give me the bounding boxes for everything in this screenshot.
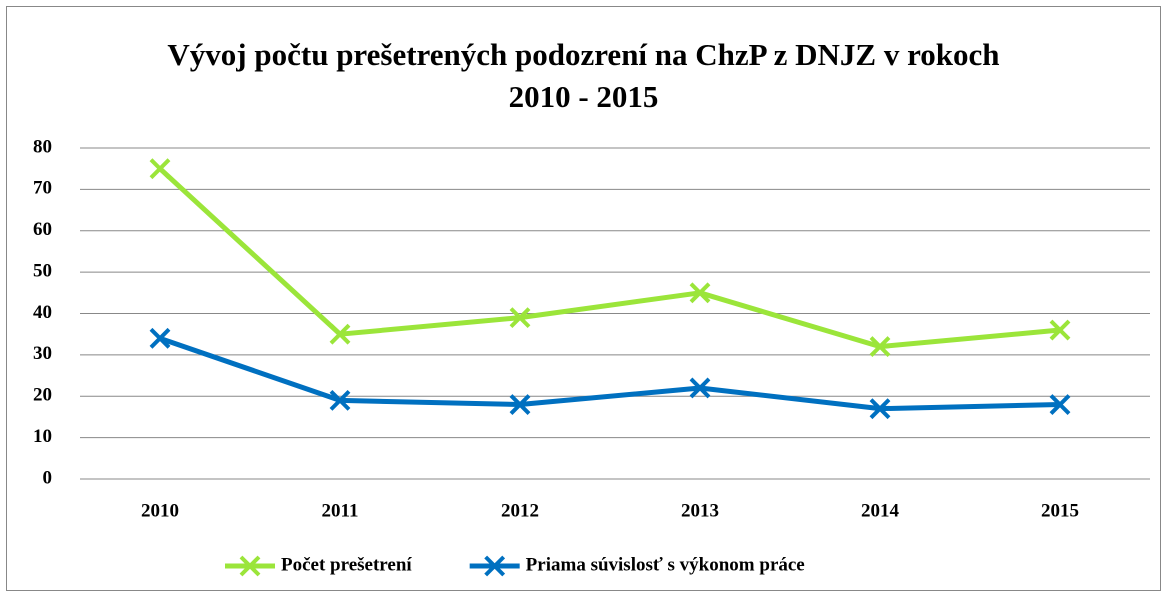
y-tick-label: 80	[33, 136, 52, 157]
y-tick-label: 70	[33, 178, 52, 199]
point-marker	[1049, 319, 1071, 341]
point-marker	[689, 282, 711, 304]
x-tick-label: 2014	[861, 500, 900, 521]
chart-border	[6, 6, 1161, 591]
x-tick-label: 2010	[141, 500, 179, 521]
legend-label: Počet prešetrení	[281, 554, 412, 575]
y-tick-label: 60	[33, 219, 52, 240]
point-marker	[689, 377, 711, 399]
y-tick-label: 30	[33, 343, 52, 364]
legend-marker	[239, 555, 261, 577]
y-tick-label: 0	[43, 467, 53, 488]
y-tick-label: 10	[33, 426, 52, 447]
y-tick-label: 40	[33, 302, 52, 323]
point-marker	[149, 158, 171, 180]
legend-label: Priama súvislosť s výkonom práce	[526, 554, 805, 575]
x-tick-label: 2011	[322, 500, 359, 521]
y-tick-label: 50	[33, 260, 52, 281]
y-tick-label: 20	[33, 385, 52, 406]
x-tick-label: 2015	[1041, 500, 1079, 521]
title-box: Vývoj počtu prešetrených podozrení na Ch…	[0, 34, 1167, 118]
point-marker	[509, 307, 531, 329]
series-line	[158, 166, 1061, 350]
point-marker	[149, 327, 171, 349]
point-marker	[329, 323, 351, 345]
x-tick-label: 2012	[501, 500, 539, 521]
chart-title: Vývoj počtu prešetrených podozrení na Ch…	[167, 37, 1000, 114]
point-marker	[869, 398, 891, 420]
series-line	[159, 335, 1061, 412]
point-marker	[329, 389, 351, 411]
point-marker	[869, 336, 891, 358]
x-tick-label: 2013	[681, 500, 719, 521]
legend-marker	[484, 555, 506, 577]
point-marker	[1049, 394, 1071, 415]
point-marker	[509, 394, 531, 415]
